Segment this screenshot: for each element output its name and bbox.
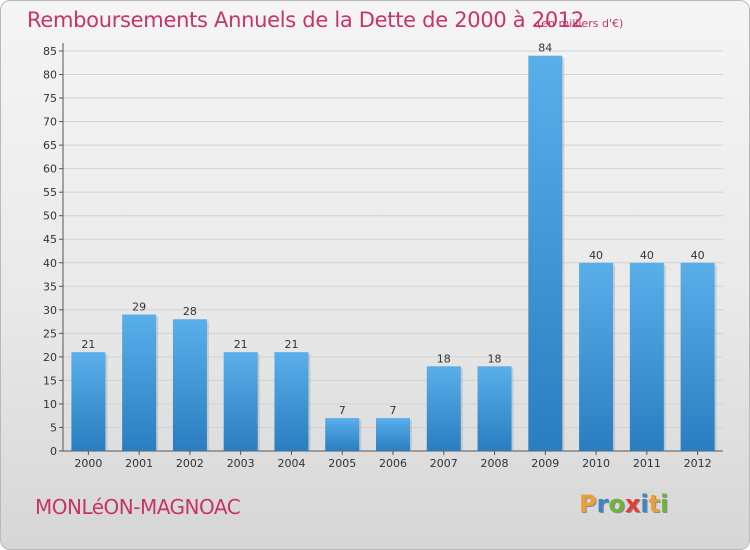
logo-letter: x: [624, 490, 641, 518]
bar-2005: [325, 418, 360, 451]
data-label-2006: 7: [390, 404, 397, 417]
data-label-2007: 18: [437, 352, 451, 365]
data-label-2000: 21: [81, 338, 95, 351]
chart-title: Remboursements Annuels de la Dette de 20…: [27, 8, 584, 32]
x-tick-label-2010: 2010: [582, 457, 610, 470]
bar-2002: [172, 319, 207, 451]
bar-2008: [477, 366, 512, 451]
y-tick-label: 30: [43, 304, 57, 317]
y-tick-label: 45: [43, 233, 57, 246]
data-label-2003: 21: [234, 338, 248, 351]
data-label-2005: 7: [339, 404, 346, 417]
x-tick-label-2002: 2002: [176, 457, 204, 470]
x-tick-label-2005: 2005: [328, 457, 356, 470]
logo-letter: o: [608, 490, 625, 518]
axes: [59, 43, 723, 455]
x-tick-label-2000: 2000: [74, 457, 102, 470]
x-tick-label-2007: 2007: [430, 457, 458, 470]
y-tick-label: 70: [43, 116, 57, 129]
data-label-2002: 28: [183, 305, 197, 318]
bar-2000: [71, 352, 106, 451]
y-tick-label: 55: [43, 186, 57, 199]
labels: 0 5 10 15 20 25 30 35 40 45 50 55 60 65 70 75 80 85 21 2000…: [43, 42, 712, 470]
y-tick-label: 80: [43, 69, 57, 82]
bar-2001: [122, 314, 157, 451]
bar-2012: [680, 262, 715, 451]
y-tick-label: 60: [43, 163, 57, 176]
proxiti-logo: Proxiti: [579, 490, 668, 518]
data-label-2009: 84: [538, 42, 552, 55]
x-tick-label-2004: 2004: [277, 457, 305, 470]
x-tick-label-2009: 2009: [531, 457, 559, 470]
y-tick-label: 85: [43, 45, 57, 58]
x-tick-label-2006: 2006: [379, 457, 407, 470]
data-label-2001: 29: [132, 301, 146, 314]
data-label-2011: 40: [640, 249, 654, 262]
y-tick-label: 50: [43, 210, 57, 223]
commune-name: MONLéON-MAGNOAC: [35, 495, 241, 519]
bars: [71, 55, 717, 452]
y-tick-label: 25: [43, 327, 57, 340]
bar-2006: [376, 418, 410, 451]
bar-2010: [579, 262, 614, 451]
x-tick-label-2012: 2012: [684, 457, 712, 470]
logo-letter: t: [648, 490, 661, 518]
bar-2011: [629, 262, 664, 451]
x-tick-label-2003: 2003: [227, 457, 255, 470]
data-label-2008: 18: [488, 352, 502, 365]
data-label-2004: 21: [284, 338, 298, 351]
y-tick-label: 10: [43, 398, 57, 411]
y-tick-label: 5: [50, 421, 57, 434]
x-tick-label-2008: 2008: [481, 457, 509, 470]
data-label-2010: 40: [589, 249, 603, 262]
bar-2003: [223, 352, 258, 451]
y-tick-label: 15: [43, 374, 57, 387]
logo-letter: r: [596, 490, 609, 518]
bar-2004: [274, 352, 309, 451]
y-tick-label: 65: [43, 139, 57, 152]
data-label-2012: 40: [691, 249, 705, 262]
y-tick-label: 75: [43, 92, 57, 105]
y-tick-label: 20: [43, 351, 57, 364]
logo-letter: i: [640, 490, 649, 518]
y-tick-label: 0: [50, 445, 57, 458]
x-tick-label-2001: 2001: [125, 457, 153, 470]
logo-letter: P: [579, 490, 597, 518]
bar-2009: [528, 55, 563, 452]
x-tick-label-2011: 2011: [633, 457, 661, 470]
grid-lines: [63, 50, 723, 428]
y-tick-label: 40: [43, 257, 57, 270]
chart-subtitle: (en milliers d'€): [537, 17, 624, 30]
y-tick-label: 35: [43, 280, 57, 293]
logo-letter: i: [660, 490, 669, 518]
bar-2007: [426, 366, 461, 451]
